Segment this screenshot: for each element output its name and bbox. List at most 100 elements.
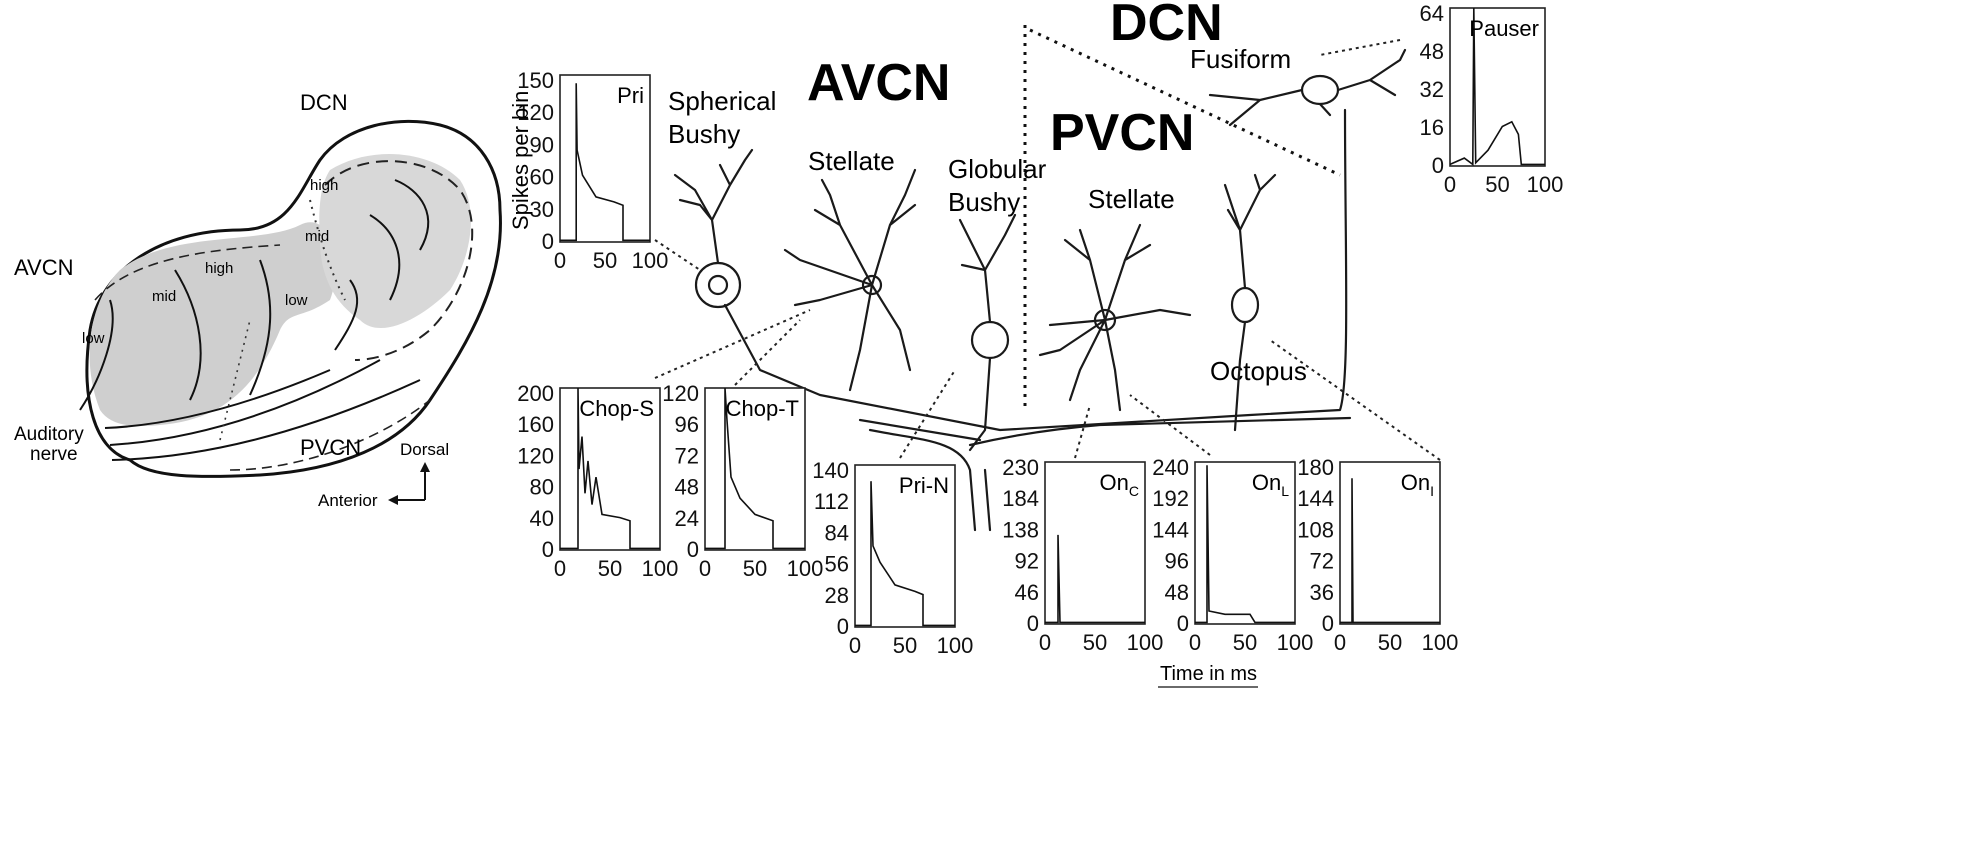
psth-frame <box>559 74 651 243</box>
psth-label: OnI <box>1401 470 1434 499</box>
dorsal-label: Dorsal <box>400 440 449 459</box>
psth-frame <box>1044 461 1146 625</box>
psth-frame <box>704 387 806 551</box>
y-tick-label: 144 <box>1297 486 1334 511</box>
globular-bushy-label-1: Globular <box>948 154 1047 184</box>
y-tick-label: 120 <box>517 443 554 468</box>
y-tick-label: 16 <box>1420 115 1444 140</box>
psth-label: Pri-N <box>899 473 949 498</box>
psth-pauser: Pauser 0 16 32 48 64 0 50 100 <box>1420 1 1564 197</box>
y-tick-label: 48 <box>1420 39 1444 64</box>
dcn-title: DCN <box>1110 0 1223 52</box>
y-tick-label: 0 <box>542 229 554 254</box>
y-tick-label: 0 <box>1432 153 1444 178</box>
octopus-neuron <box>1223 173 1277 432</box>
cochlear-nucleus-schematic: DCN AVCN PVCN Auditory nerve low mid hig… <box>14 90 502 510</box>
y-tick-label: 108 <box>1297 517 1334 542</box>
pvcn-dcn-divider <box>1029 28 1341 177</box>
tonotopy-high-dcn: high <box>310 177 338 194</box>
y-tick-label: 72 <box>1310 549 1334 574</box>
nerve-line-2 <box>109 359 381 446</box>
nerve-line-3 <box>111 379 421 461</box>
y-tick-label: 96 <box>1165 549 1189 574</box>
psth-trace <box>560 83 650 242</box>
y-tick-label: 84 <box>825 520 849 545</box>
y-tick-label: 184 <box>1002 486 1039 511</box>
globular-bushy-label-2: Bushy <box>948 187 1020 217</box>
stellate-pvcn-label: Stellate <box>1088 184 1175 214</box>
y-tick-label: 200 <box>517 381 554 406</box>
x-tick-label: 0 <box>1039 630 1051 655</box>
x-tick-label: 0 <box>849 633 861 658</box>
psth-label: Pauser <box>1469 16 1539 41</box>
x-tick-label: 50 <box>1083 630 1107 655</box>
psth-frame <box>1339 461 1441 625</box>
psth-label: Pri <box>617 83 644 108</box>
dcn-line-mid <box>369 214 401 301</box>
y-tick-label: 144 <box>1152 517 1189 542</box>
x-tick-label: 0 <box>554 248 566 273</box>
pvcn-region-label: PVCN <box>300 435 361 460</box>
y-tick-label: 46 <box>1015 580 1039 605</box>
y-tick-label: 120 <box>662 381 699 406</box>
psth-trace <box>1340 478 1440 624</box>
tonotopy-high-avcn: high <box>205 260 233 277</box>
nerve-label-line1: Auditory <box>14 424 84 445</box>
y-tick-label: 28 <box>825 583 849 608</box>
x-tick-label: 100 <box>1422 630 1459 655</box>
avcn-title: AVCN <box>807 54 950 112</box>
x-tick-label: 100 <box>787 556 824 581</box>
tonotopy-low-avcn: low <box>82 330 105 347</box>
avcn-region-label: AVCN <box>14 255 74 280</box>
avcn-dashed-boundary <box>94 244 281 301</box>
globular-bushy-neuron <box>958 213 1017 452</box>
fusiform-label: Fusiform <box>1190 44 1291 74</box>
y-tick-label: 72 <box>675 443 699 468</box>
y-tick-label: 0 <box>1177 611 1189 636</box>
stellate-avcn-label: Stellate <box>808 146 895 176</box>
x-tick-label: 0 <box>1444 172 1456 197</box>
x-tick-label: 0 <box>554 556 566 581</box>
avcn-shaded-region <box>89 222 336 427</box>
psth-label: Chop-T <box>726 396 799 421</box>
anterior-label: Anterior <box>318 491 378 510</box>
x-tick-label: 100 <box>1277 630 1314 655</box>
x-axis-label: Time in ms <box>1160 663 1257 685</box>
y-tick-label: 192 <box>1152 486 1189 511</box>
psth-trace <box>1045 534 1145 624</box>
x-tick-label: 50 <box>1485 172 1509 197</box>
dcn-dashed-boundary <box>324 160 474 361</box>
y-tick-label: 40 <box>530 506 554 531</box>
psth-trace <box>1449 7 1545 166</box>
y-tick-label: 36 <box>1310 580 1334 605</box>
x-tick-label: 50 <box>893 633 917 658</box>
y-tick-label: 48 <box>1165 580 1189 605</box>
x-tick-label: 100 <box>937 633 974 658</box>
y-tick-label: 64 <box>1420 1 1444 26</box>
dcn-line-low <box>334 279 359 351</box>
spherical-bushy-neuron <box>673 108 1348 432</box>
tonotopic-line-mid <box>174 269 202 401</box>
psth-trace <box>855 481 955 627</box>
y-tick-label: 140 <box>812 458 849 483</box>
pvcn-title: PVCN <box>1050 104 1194 162</box>
tonotopy-low-dcn: low <box>285 292 308 309</box>
spherical-bushy-label-1: Spherical <box>668 86 776 116</box>
y-tick-label: 60 <box>530 165 554 190</box>
y-tick-label: 0 <box>1322 611 1334 636</box>
y-tick-label: 0 <box>542 537 554 562</box>
y-tick-label: 96 <box>675 412 699 437</box>
y-tick-label: 240 <box>1152 455 1189 480</box>
psth-frame <box>1449 7 1546 167</box>
tonotopic-line-low <box>79 299 114 411</box>
y-tick-label: 24 <box>675 506 699 531</box>
x-tick-label: 0 <box>1189 630 1201 655</box>
y-tick-label: 92 <box>1015 549 1039 574</box>
octopus-label: Octopus <box>1210 356 1307 386</box>
